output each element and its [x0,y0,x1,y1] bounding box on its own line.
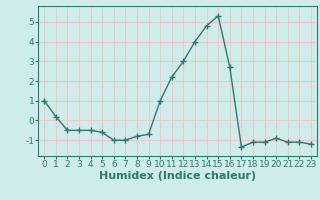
X-axis label: Humidex (Indice chaleur): Humidex (Indice chaleur) [99,171,256,181]
